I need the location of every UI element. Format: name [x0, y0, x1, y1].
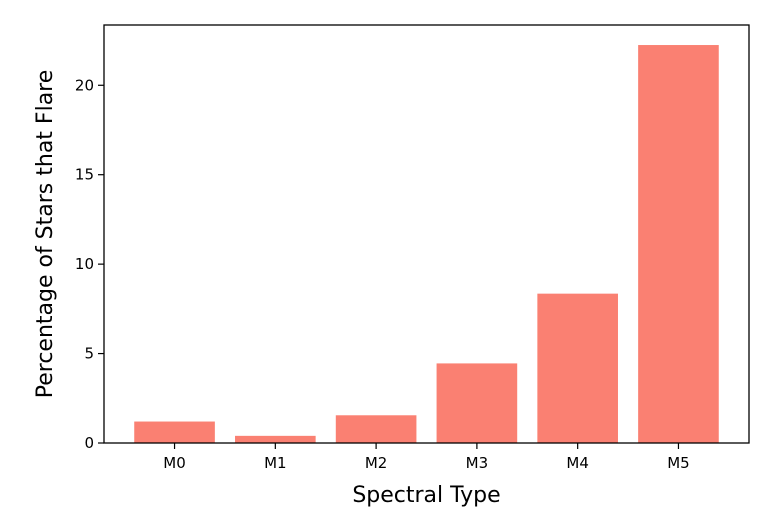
x-tick-label-m4: M4: [566, 454, 589, 472]
bar-m0: [134, 421, 215, 443]
y-axis-ticks: 0 5 10 15 20: [75, 76, 104, 452]
y-tick-label: 5: [84, 345, 94, 363]
x-axis-ticks: M0 M1 M2 M3 M4 M5: [163, 443, 690, 472]
y-axis-label: Percentage of Stars that Flare: [33, 70, 58, 399]
y-tick-label: 10: [75, 255, 94, 273]
plot-frame: [103, 24, 750, 444]
bar-m5: [638, 45, 719, 443]
x-tick-label-m3: M3: [466, 454, 489, 472]
bar-m2: [335, 415, 417, 443]
y-tick-label: 15: [75, 166, 94, 184]
bars-group: [134, 45, 719, 443]
y-tick-label: 20: [75, 76, 94, 94]
bar-m1: [235, 435, 316, 443]
x-axis-label: Spectral Type: [352, 483, 500, 508]
x-tick-label-m5: M5: [667, 454, 690, 472]
bar-m4: [537, 293, 618, 443]
bar-m3: [436, 363, 518, 443]
x-tick-label-m1: M1: [264, 454, 287, 472]
x-tick-label-m2: M2: [365, 454, 388, 472]
x-tick-label-m0: M0: [163, 454, 186, 472]
y-tick-label: 0: [84, 434, 94, 452]
